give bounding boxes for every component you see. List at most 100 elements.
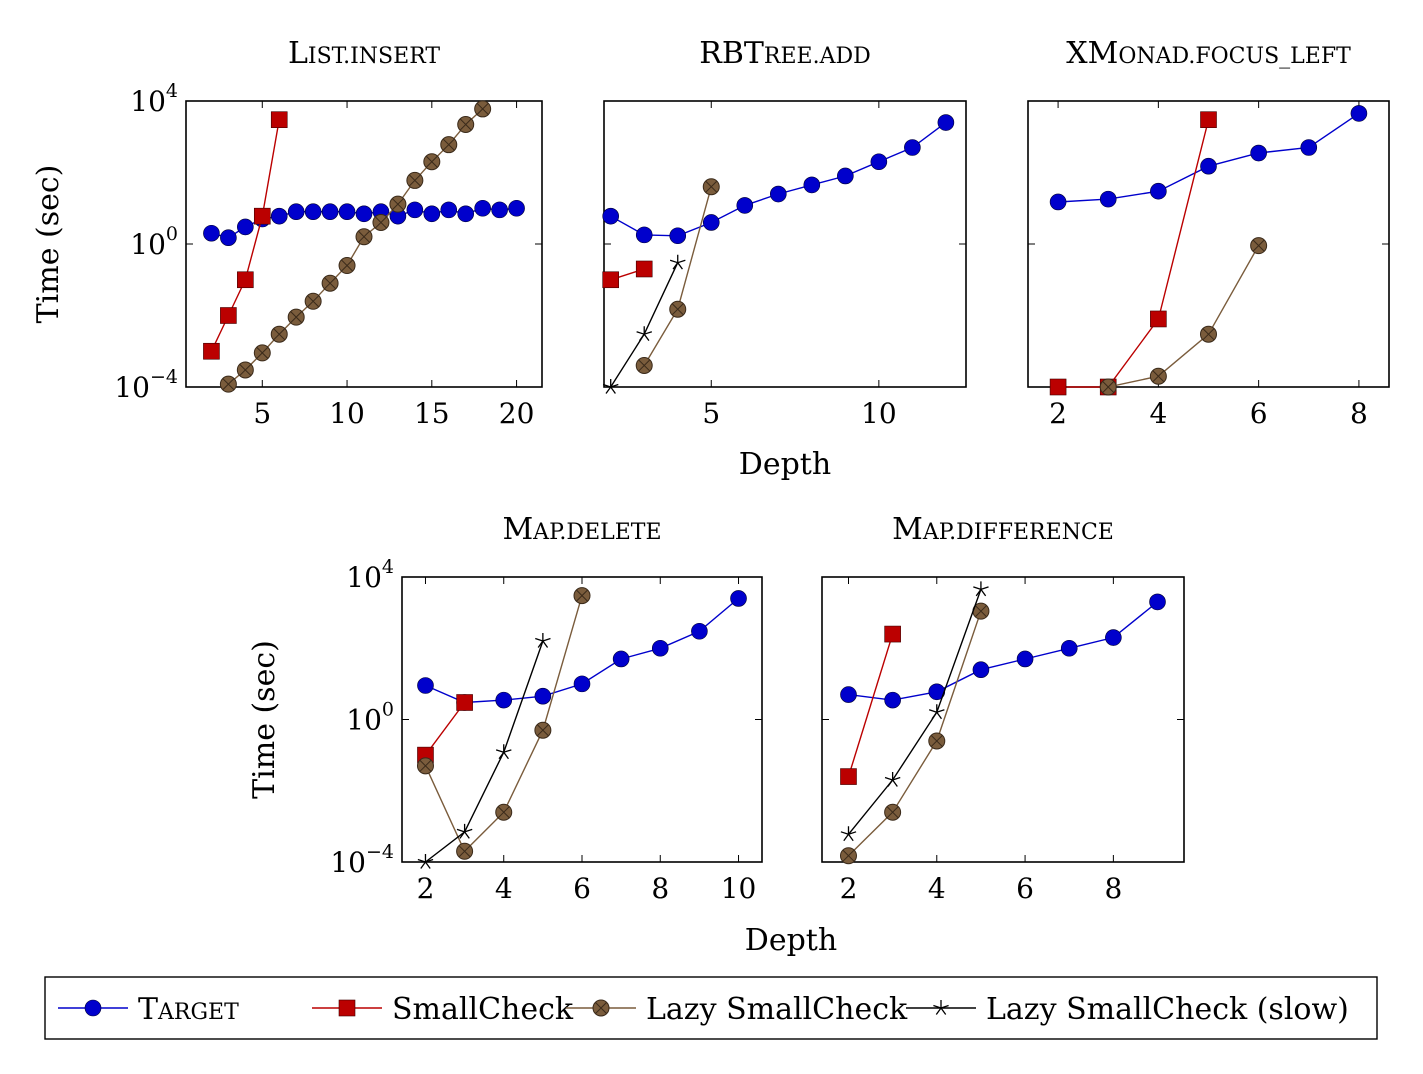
series-line-smallcheck [1058, 119, 1210, 388]
series-line-smallcheck [847, 633, 894, 777]
series-line-lazy-smallcheck [1108, 245, 1260, 388]
x-tick-label: 5 [702, 397, 720, 430]
x-tick-label: 5 [253, 397, 271, 430]
series-line-lazy-smallcheck-slow [425, 640, 544, 863]
data-point [287, 308, 305, 326]
legend-marker [84, 999, 102, 1017]
legend: TARGET SmallCheck Lazy SmallCheck Lazy Smal… [44, 976, 1378, 1040]
data-point [456, 842, 474, 860]
x-tick-label: 4 [928, 872, 946, 905]
data-point [1099, 378, 1117, 396]
data-point [928, 732, 946, 750]
data-point [870, 153, 888, 171]
data-point [691, 622, 708, 640]
data-point [219, 375, 237, 393]
series-smallcheck [1049, 111, 1217, 396]
data-point [573, 587, 591, 605]
series-lazy-smallcheck [219, 100, 492, 393]
legend-label: Lazy SmallCheck (slow) [986, 992, 1349, 1027]
data-point [321, 203, 339, 221]
panel-title-map-delete: MAP.DELETE [502, 512, 661, 547]
data-point [839, 847, 857, 865]
data-point [612, 650, 630, 668]
legend-label: TARGET [138, 992, 239, 1027]
y-tick-label: 10−4 [114, 366, 178, 404]
data-point [730, 590, 747, 607]
series-line-lazy-smallcheck-slow [847, 589, 982, 835]
data-point [702, 178, 720, 196]
data-point [440, 201, 458, 219]
data-point [495, 744, 512, 760]
data-point [669, 254, 686, 270]
data-point [355, 205, 373, 223]
x-tick-label: 10 [329, 397, 365, 430]
data-point [1200, 325, 1217, 343]
data-point [840, 686, 857, 703]
data-point [417, 853, 434, 869]
data-point [1200, 111, 1217, 128]
data-point [406, 201, 424, 219]
data-point [769, 185, 787, 203]
data-point [651, 639, 669, 657]
data-point [669, 300, 687, 318]
data-point [389, 195, 407, 213]
data-point [1149, 593, 1166, 611]
x-tick-label: 8 [651, 872, 669, 905]
series-line-target [610, 121, 947, 237]
data-point [884, 803, 902, 821]
data-point [270, 111, 288, 128]
data-point [270, 325, 288, 343]
data-point [669, 227, 687, 245]
legend-entry-lazy-smallcheck-slow: Lazy SmallCheck (slow) [906, 992, 1349, 1027]
x-tick-label: 20 [499, 397, 535, 430]
legend-label: SmallCheck [392, 992, 574, 1027]
data-point [635, 260, 653, 278]
data-point [338, 257, 356, 275]
y-tick-label: 100 [130, 223, 178, 261]
data-point [1250, 144, 1267, 162]
data-point [440, 136, 458, 154]
data-point [972, 661, 990, 678]
data-point [1149, 367, 1167, 385]
data-point [635, 356, 653, 374]
x-tick-label: 2 [417, 872, 435, 905]
data-point [1049, 193, 1067, 211]
data-point [253, 344, 271, 362]
data-point [253, 207, 271, 225]
series-line-smallcheck [424, 702, 466, 756]
data-point [884, 691, 901, 709]
x-tick-label: 10 [861, 397, 897, 430]
x-axis-label: Depth [745, 923, 837, 958]
panel-xmonad-focus-left: XMONAD.FOCUS_LEFT 2 4 6 8 [1027, 36, 1390, 430]
plot-frame-xmonad-focus-left [1027, 100, 1390, 388]
data-point [573, 675, 591, 693]
series-target [203, 199, 525, 247]
series-target [840, 593, 1166, 709]
series-lazy-smallcheck [635, 178, 720, 374]
x-tick-label: 8 [1350, 397, 1368, 430]
plot-frame-map-delete [401, 576, 763, 863]
x-tick-label: 4 [1149, 397, 1167, 430]
data-point [304, 292, 322, 310]
data-point [1200, 157, 1217, 175]
data-point [1049, 378, 1067, 396]
x-axis-label: Depth [739, 447, 831, 482]
data-point [457, 205, 475, 223]
x-tick-label: 6 [573, 872, 591, 905]
x-tick-label: 2 [1049, 397, 1067, 430]
series-lazy-smallcheck [1099, 237, 1268, 396]
data-point [220, 307, 237, 324]
data-point [495, 803, 513, 821]
data-point [1250, 237, 1268, 255]
data-point [602, 378, 619, 394]
data-point [270, 207, 288, 225]
data-point [702, 214, 720, 231]
series-smallcheck [602, 260, 653, 289]
x-tick-label: 2 [840, 872, 858, 905]
series-lazy-smallcheck-slow [840, 581, 989, 842]
x-tick-label: 8 [1104, 872, 1122, 905]
y-tick-label: 104 [346, 556, 394, 594]
data-point [535, 632, 551, 648]
series-line-target [848, 601, 1158, 701]
